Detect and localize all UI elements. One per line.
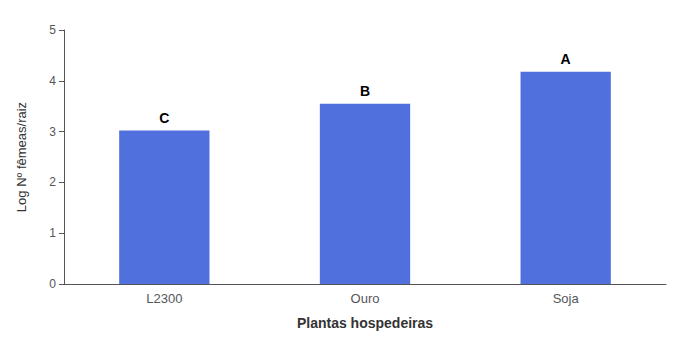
svg-text:3: 3 xyxy=(49,125,56,139)
svg-text:5: 5 xyxy=(49,23,56,37)
svg-text:C: C xyxy=(159,110,169,126)
svg-text:0: 0 xyxy=(49,277,56,291)
svg-text:Plantas hospedeiras: Plantas hospedeiras xyxy=(297,315,433,331)
svg-text:1: 1 xyxy=(49,226,56,240)
svg-text:Log Nº fêmeas/raiz: Log Nº fêmeas/raiz xyxy=(14,102,29,212)
svg-text:Ouro: Ouro xyxy=(351,291,380,306)
svg-text:2: 2 xyxy=(49,175,56,189)
svg-text:A: A xyxy=(561,51,571,67)
svg-text:B: B xyxy=(360,83,370,99)
svg-text:4: 4 xyxy=(49,74,56,88)
svg-text:L2300: L2300 xyxy=(146,291,182,306)
svg-text:Soja: Soja xyxy=(553,291,580,306)
